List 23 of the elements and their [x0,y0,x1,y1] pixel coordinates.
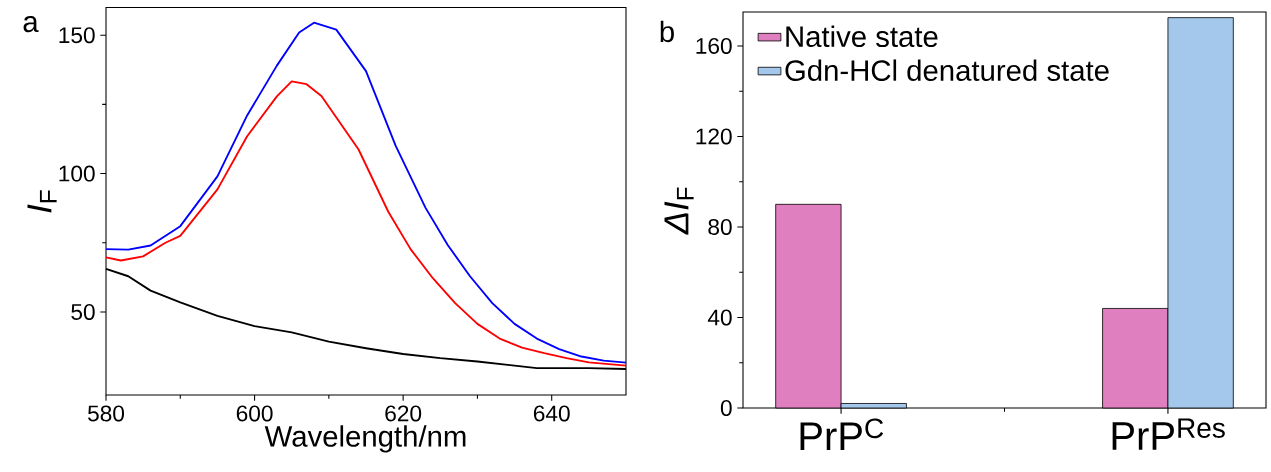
y-tick-label: 0 [720,399,732,417]
x-tick-label: 620 [385,405,422,422]
y-axis-title: ΔI$_{F}$ [664,187,694,235]
line-series [105,80,627,367]
x-axis-title: Wavelength/nm [264,425,466,453]
y-tick-label: 100 [59,165,95,182]
x-tick-label: 600 [236,405,273,422]
y-axis-title: I$_{F}$ [27,190,57,213]
y-tick-label: 120 [696,128,732,145]
y-tick-label: 150 [59,27,95,44]
x-tick-label: 640 [533,405,570,422]
legend-label: Native state [786,25,938,48]
y-tick-label: 50 [71,303,95,320]
x-tick-label: 580 [87,405,125,422]
x-tick-label: PrP$^{Res}$ [1112,418,1225,450]
y-tick-label: 80 [708,218,732,235]
y-tick-label: 40 [707,309,732,326]
x-tick-label: PrP$^{C}$ [800,418,884,450]
text: b [660,20,674,43]
line-series [105,21,627,364]
legend-label: Gdn-HCl denatured state [785,59,1109,81]
y-tick-label: 160 [696,37,732,54]
text: a [23,16,39,33]
